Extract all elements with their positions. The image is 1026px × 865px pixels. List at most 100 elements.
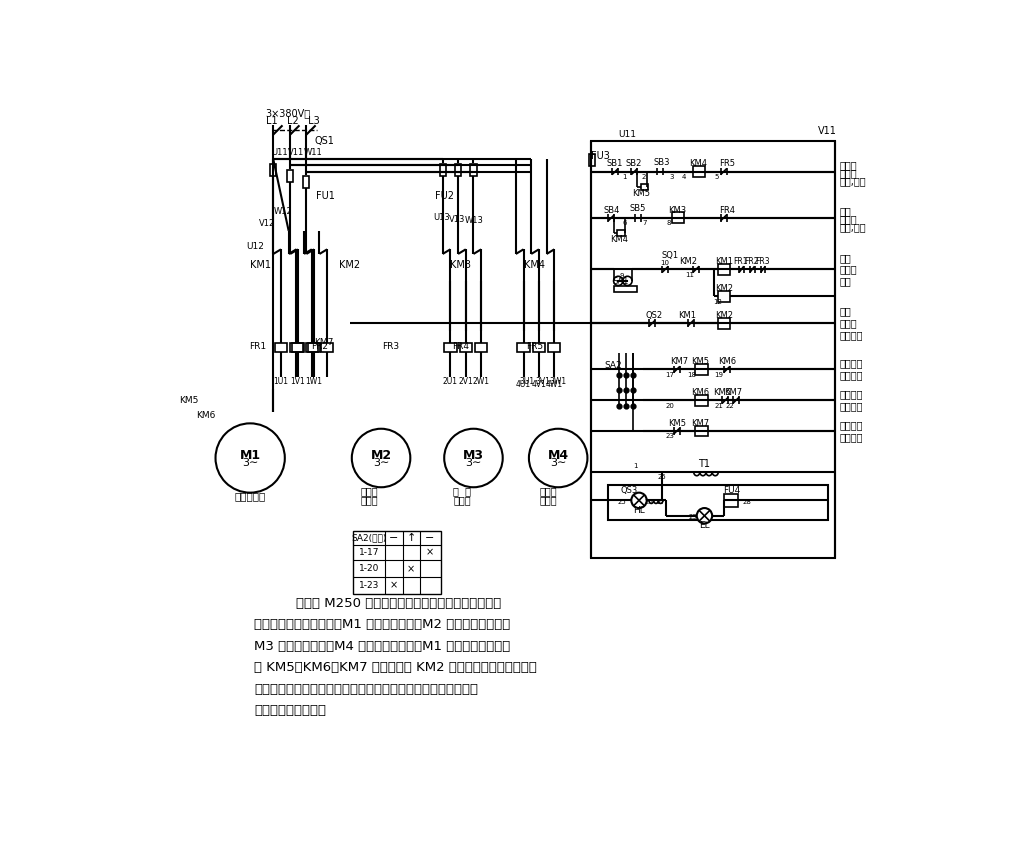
Text: ×: × [426, 548, 434, 558]
Text: SB2: SB2 [626, 159, 642, 169]
Bar [548, 343, 560, 352]
Text: 砂  轮: 砂 轮 [452, 486, 471, 497]
Bar [287, 170, 293, 183]
Text: 器 KM5、KM6、KM7 换接，并由 KM2 进行反接制动。砂轮电动: 器 KM5、KM6、KM7 换接，并由 KM2 进行反接制动。砂轮电动 [254, 661, 537, 675]
Text: SQ1: SQ1 [661, 251, 678, 260]
Text: 工件电机
（高速）: 工件电机 （高速） [839, 359, 863, 381]
Text: KM2: KM2 [339, 260, 360, 271]
Text: KM7: KM7 [692, 419, 710, 428]
Text: FR4: FR4 [451, 342, 469, 351]
Bar [696, 426, 708, 437]
Circle shape [614, 276, 623, 285]
Text: FR2: FR2 [744, 257, 758, 266]
Bar [591, 141, 835, 558]
Bar [717, 317, 729, 329]
Bar [696, 394, 708, 406]
Text: KM6: KM6 [197, 411, 215, 420]
Text: 4W1: 4W1 [546, 381, 563, 389]
Text: L1   L2   L3: L1 L2 L3 [266, 116, 319, 125]
Bar [291, 343, 304, 352]
Bar [723, 494, 738, 507]
Text: SA2(变速): SA2(变速) [351, 534, 387, 542]
Text: W12: W12 [273, 207, 292, 216]
Circle shape [631, 493, 646, 508]
Text: −: − [389, 533, 398, 543]
Text: 3∼: 3∼ [372, 458, 389, 468]
Text: M4: M4 [548, 449, 568, 462]
Text: 3∼: 3∼ [465, 458, 481, 468]
Text: 3V1: 3V1 [536, 376, 550, 386]
Bar [308, 343, 320, 352]
Bar [470, 163, 476, 176]
Text: 1V1: 1V1 [290, 376, 306, 386]
Text: 电动机: 电动机 [839, 168, 857, 178]
Text: 21: 21 [715, 402, 723, 408]
Text: KM2: KM2 [715, 284, 733, 293]
Text: FR3: FR3 [383, 342, 400, 351]
Bar [321, 343, 333, 352]
Text: 28: 28 [743, 499, 751, 505]
Text: 砂轮: 砂轮 [839, 207, 851, 216]
Bar [532, 343, 545, 352]
Text: 29: 29 [688, 515, 698, 520]
Text: KM1: KM1 [715, 257, 733, 266]
Text: 电动机: 电动机 [540, 496, 557, 505]
Text: 18: 18 [686, 372, 696, 378]
Text: 26: 26 [644, 499, 654, 505]
Bar [517, 343, 529, 352]
Circle shape [215, 423, 285, 493]
Text: 4U1: 4U1 [516, 381, 531, 389]
Text: ×: × [407, 564, 416, 573]
Text: 电器进行过载保护。: 电器进行过载保护。 [254, 704, 326, 717]
Text: KM1: KM1 [250, 260, 271, 271]
Text: 3×380V～: 3×380V～ [266, 108, 311, 118]
Bar [439, 163, 445, 176]
Text: 出，主电路有四台电机，M1 为工件电动机，M2 为冷却泵电动机，: 出，主电路有四台电机，M1 为工件电动机，M2 为冷却泵电动机， [254, 618, 510, 631]
Bar [672, 213, 684, 223]
Text: KM2: KM2 [715, 311, 733, 320]
Text: 2U1: 2U1 [443, 376, 458, 386]
Text: FR4: FR4 [719, 206, 736, 215]
Text: V11: V11 [818, 125, 837, 136]
Text: V13: V13 [448, 215, 465, 224]
Text: 工件
电动机
起动: 工件 电动机 起动 [839, 253, 857, 286]
Bar [444, 343, 457, 352]
Text: 3∼: 3∼ [550, 458, 566, 468]
Text: KM4: KM4 [689, 159, 707, 169]
Text: 25: 25 [618, 499, 627, 505]
Text: FU3: FU3 [591, 151, 610, 161]
Bar [614, 286, 637, 292]
Text: M2: M2 [370, 449, 392, 462]
Text: KM5: KM5 [713, 388, 732, 397]
Bar [696, 364, 708, 375]
Text: KM5: KM5 [632, 189, 650, 197]
Text: FR3: FR3 [755, 257, 770, 266]
Text: 冷却泵: 冷却泵 [361, 486, 379, 497]
Bar [304, 176, 310, 189]
Text: 7: 7 [642, 221, 646, 226]
Text: FR1: FR1 [249, 342, 267, 351]
Text: U12: U12 [246, 241, 264, 251]
Text: 5: 5 [714, 174, 719, 180]
Text: KM1: KM1 [678, 311, 696, 320]
Text: 起动,停止: 起动,停止 [839, 222, 866, 232]
Text: M3 为砂轮电动机，M4 为液压泵电动机。M1 为双速电机由接触: M3 为砂轮电动机，M4 为液压泵电动机。M1 为双速电机由接触 [254, 640, 510, 653]
Text: QS1: QS1 [314, 136, 333, 146]
Text: U11: U11 [271, 148, 287, 157]
Text: SB4: SB4 [604, 206, 621, 215]
Text: 工件
电动机
反接制动: 工件 电动机 反接制动 [839, 307, 863, 340]
Text: W11: W11 [304, 148, 323, 157]
Text: 3U1: 3U1 [520, 376, 535, 386]
Circle shape [352, 429, 410, 487]
Text: 17: 17 [665, 372, 674, 378]
Text: 1-20: 1-20 [358, 564, 379, 573]
Bar [275, 343, 287, 352]
Text: KM4: KM4 [523, 260, 545, 271]
Text: FR2: FR2 [311, 342, 328, 351]
Text: 25: 25 [658, 474, 667, 480]
Bar [475, 343, 487, 352]
Text: 电动机: 电动机 [453, 496, 471, 505]
Bar [353, 531, 441, 594]
Text: KM5: KM5 [179, 396, 198, 405]
Text: 11: 11 [685, 272, 695, 278]
